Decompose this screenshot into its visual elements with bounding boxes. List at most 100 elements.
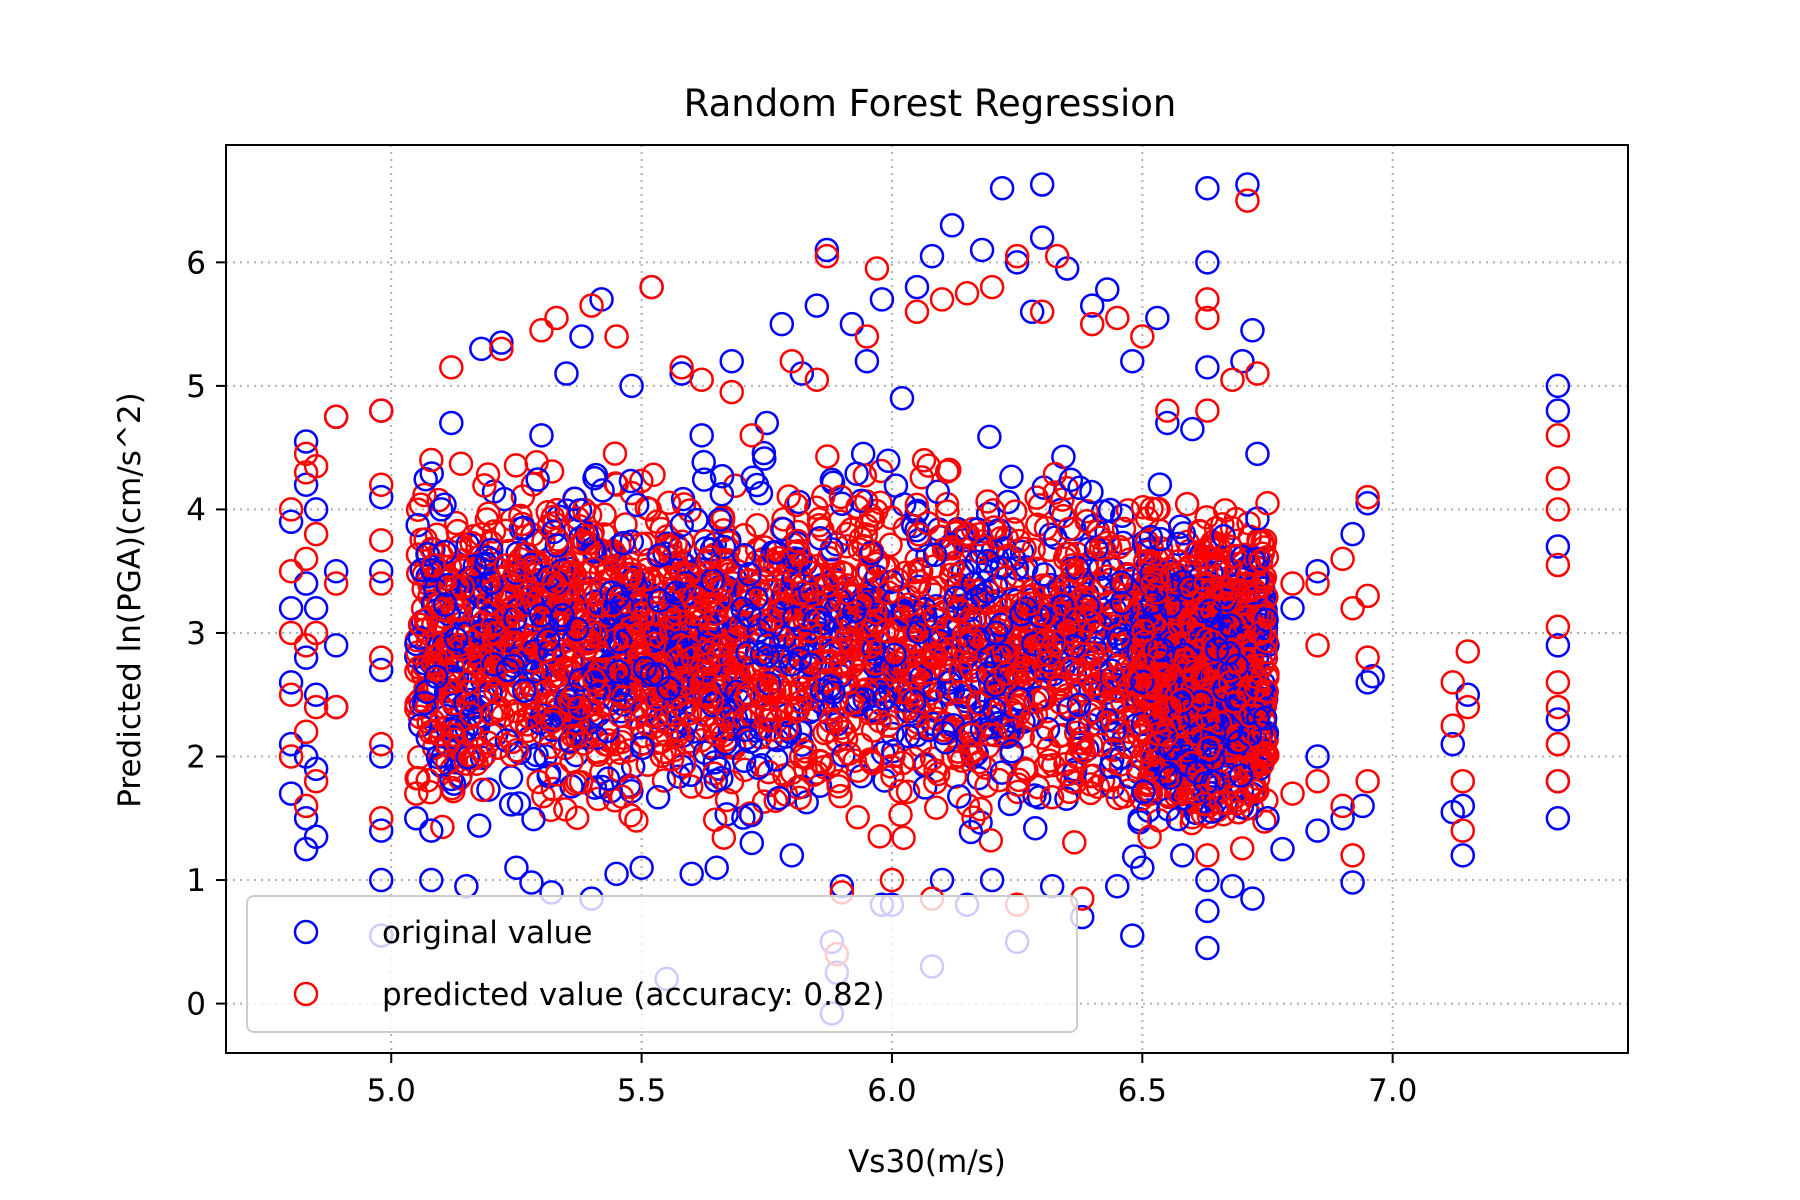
- scatter-point: [1101, 737, 1126, 763]
- scatter-point: [495, 657, 521, 683]
- scatter-point: [1067, 475, 1092, 501]
- scatter-point: [1105, 873, 1130, 899]
- scatter-point: [1211, 575, 1236, 600]
- scatter-point: [293, 546, 319, 572]
- scatter-point: [911, 448, 937, 473]
- scatter-point: [1012, 659, 1037, 685]
- scatter-point: [638, 671, 663, 696]
- scatter-point: [1224, 653, 1250, 679]
- scatter-point: [752, 446, 777, 471]
- scatter-point: [485, 735, 511, 760]
- scatter-point: [1246, 530, 1272, 555]
- scatter-point: [502, 563, 527, 589]
- scatter-point: [763, 788, 788, 813]
- scatter-point: [1220, 367, 1245, 392]
- scatter-point: [901, 560, 926, 585]
- scatter-point: [955, 793, 981, 818]
- scatter-point: [639, 662, 664, 687]
- scatter-point: [707, 507, 732, 533]
- scatter-point: [1355, 583, 1380, 609]
- scatter-point: [489, 330, 514, 355]
- scatter-point: [1176, 655, 1202, 680]
- scatter-point: [1196, 735, 1221, 761]
- scatter-point: [1070, 642, 1096, 667]
- scatter-point: [769, 311, 795, 337]
- scatter-point: [1111, 516, 1137, 542]
- scatter-point: [323, 633, 349, 658]
- scatter-point: [999, 739, 1025, 764]
- scatter-point: [1029, 225, 1055, 250]
- scatter-point: [492, 486, 517, 512]
- scatter-point: [854, 324, 880, 349]
- scatter-point: [879, 867, 905, 893]
- scatter-point: [517, 685, 542, 710]
- scatter-point: [1450, 768, 1476, 794]
- scatter-point: [834, 534, 860, 559]
- scatter-point: [1545, 694, 1571, 720]
- scatter-point: [439, 775, 465, 801]
- scatter-point: [1190, 801, 1215, 827]
- scatter-point: [871, 686, 897, 711]
- scatter-point: [1188, 689, 1214, 715]
- x-axis-label: Vs30(m/s): [848, 1144, 1006, 1180]
- scatter-point: [1245, 546, 1271, 572]
- scatter-point: [532, 639, 558, 664]
- scatter-point: [1098, 754, 1124, 779]
- scatter-point: [559, 749, 584, 774]
- scatter-point: [663, 684, 689, 709]
- scatter-point: [1130, 669, 1155, 695]
- scatter-point: [885, 656, 911, 681]
- scatter-point: [929, 287, 955, 312]
- scatter-point: [1230, 348, 1255, 374]
- scatter-point: [1120, 348, 1145, 374]
- scatter-point: [709, 464, 735, 489]
- scatter-point: [1251, 568, 1277, 594]
- scatter-point: [1254, 545, 1280, 570]
- scatter-point: [1019, 299, 1045, 325]
- scatter-point: [1040, 752, 1066, 778]
- scatter-point: [860, 507, 886, 532]
- scatter-point: [668, 641, 694, 666]
- scatter-point: [630, 735, 655, 761]
- scatter-point: [1252, 705, 1278, 731]
- scatter-point: [1545, 707, 1571, 732]
- scatter-point: [779, 547, 805, 572]
- scatter-point: [511, 515, 536, 540]
- scatter-point: [826, 774, 851, 799]
- scatter-point: [647, 543, 672, 568]
- legend-marker-original: [293, 919, 319, 945]
- scatter-point: [323, 571, 349, 596]
- scatter-point: [479, 570, 504, 595]
- scatter-point: [1545, 731, 1571, 757]
- scatter-point: [1195, 843, 1220, 868]
- scatter-point: [1148, 526, 1173, 552]
- scatter-point: [604, 324, 629, 349]
- scatter-point: [904, 299, 930, 325]
- scatter-point: [368, 472, 394, 497]
- scatter-point: [1248, 548, 1274, 574]
- scatter-point: [842, 748, 868, 774]
- scatter-point: [404, 781, 429, 806]
- scatter-point: [1255, 742, 1280, 768]
- scatter-point: [734, 685, 759, 710]
- scatter-point: [946, 596, 971, 622]
- scatter-point: [506, 557, 531, 583]
- scatter-point: [1157, 593, 1183, 619]
- scatter-point: [1305, 818, 1330, 843]
- scatter-point: [1440, 731, 1465, 757]
- scatter-point: [616, 738, 642, 763]
- scatter-point: [839, 690, 864, 716]
- scatter-point: [901, 746, 926, 771]
- scatter-point: [779, 843, 805, 868]
- scatter-point: [1450, 793, 1476, 819]
- scatter-point: [934, 459, 960, 484]
- scatter-point: [732, 717, 758, 743]
- scatter-point: [1545, 534, 1571, 559]
- scatter-point: [1145, 709, 1170, 735]
- scatter-point: [883, 473, 909, 498]
- scatter-point: [933, 730, 959, 755]
- scatter-point: [406, 766, 431, 791]
- scatter-point: [906, 620, 932, 645]
- scatter-point: [738, 802, 764, 828]
